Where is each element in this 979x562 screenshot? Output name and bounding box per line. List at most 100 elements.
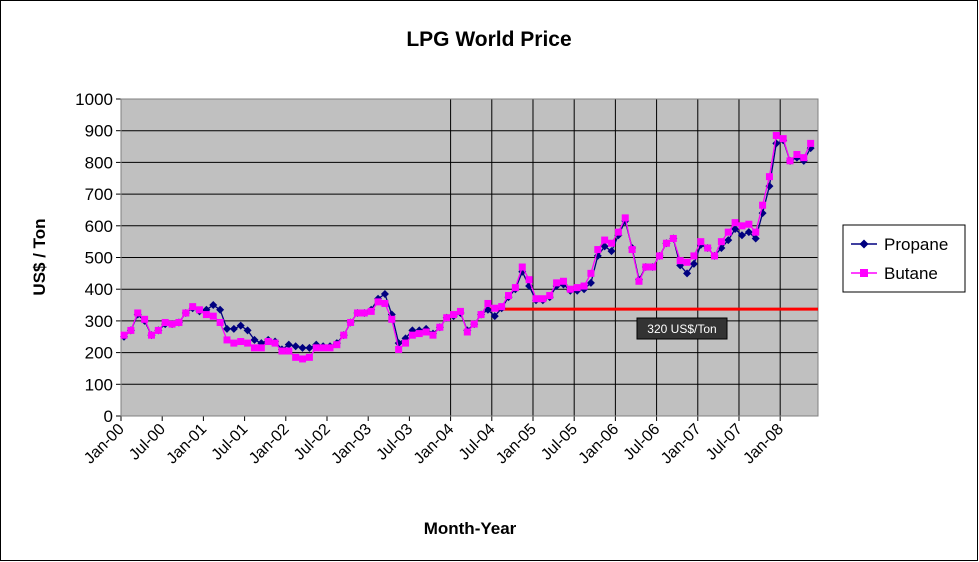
butane-point bbox=[511, 284, 519, 292]
butane-point bbox=[175, 318, 183, 326]
legend-box bbox=[842, 224, 966, 293]
butane-point bbox=[237, 338, 245, 346]
butane-point bbox=[292, 353, 300, 361]
y-tick-label: 800 bbox=[85, 153, 113, 172]
butane-point bbox=[312, 344, 320, 352]
butane-point bbox=[587, 269, 595, 277]
butane-point bbox=[566, 285, 574, 293]
butane-point bbox=[209, 312, 217, 320]
propane-point bbox=[298, 343, 307, 352]
butane-point bbox=[772, 131, 780, 139]
butane-point bbox=[518, 263, 526, 271]
propane-point bbox=[216, 305, 225, 314]
legend-propane-marker bbox=[859, 239, 869, 249]
y-axis-label: US$ / Ton bbox=[30, 218, 49, 295]
propane-point bbox=[737, 231, 746, 240]
propane-point bbox=[586, 278, 595, 287]
butane-point bbox=[498, 303, 506, 311]
reference-label: 320 US$/Ton bbox=[647, 322, 716, 336]
butane-point bbox=[649, 263, 657, 271]
butane-point bbox=[326, 344, 334, 352]
butane-point bbox=[182, 309, 190, 317]
propane-point bbox=[291, 342, 300, 351]
butane-point bbox=[669, 234, 677, 242]
butane-point bbox=[189, 303, 197, 311]
butane-point bbox=[800, 154, 808, 162]
butane-point bbox=[196, 306, 204, 314]
butane-point bbox=[786, 157, 794, 165]
butane-point bbox=[553, 279, 561, 287]
butane-point bbox=[594, 246, 602, 254]
butane-point bbox=[271, 339, 279, 347]
propane-point bbox=[751, 234, 760, 243]
butane-point bbox=[340, 331, 348, 339]
butane-point bbox=[559, 277, 567, 285]
butane-point bbox=[752, 228, 760, 236]
propane-point bbox=[305, 343, 314, 352]
butane-point bbox=[621, 214, 629, 222]
propane-point bbox=[490, 312, 499, 321]
butane-point bbox=[628, 246, 636, 254]
y-tick-label: 400 bbox=[85, 280, 113, 299]
butane-point bbox=[141, 315, 149, 323]
y-tick-label: 1000 bbox=[75, 90, 113, 109]
y-tick-label: 300 bbox=[85, 312, 113, 331]
butane-point bbox=[690, 252, 698, 260]
propane-point bbox=[683, 269, 692, 278]
legend-propane-label: Propane bbox=[884, 235, 948, 254]
butane-point bbox=[305, 353, 313, 361]
y-tick-label: 700 bbox=[85, 185, 113, 204]
butane-point bbox=[738, 222, 746, 230]
propane-point bbox=[600, 242, 609, 251]
butane-point bbox=[147, 331, 155, 339]
propane-point bbox=[607, 247, 616, 256]
butane-point bbox=[546, 292, 554, 300]
butane-point bbox=[573, 284, 581, 292]
butane-point bbox=[662, 239, 670, 247]
butane-point bbox=[429, 331, 437, 339]
butane-point bbox=[360, 309, 368, 317]
x-axis-label: Month-Year bbox=[424, 519, 517, 538]
butane-point bbox=[601, 236, 609, 244]
butane-point bbox=[223, 336, 231, 344]
chart-title: LPG World Price bbox=[406, 28, 571, 51]
butane-point bbox=[477, 311, 485, 319]
propane-point bbox=[744, 228, 753, 237]
butane-point bbox=[450, 311, 458, 319]
butane-point bbox=[422, 328, 430, 336]
butane-point bbox=[127, 326, 135, 334]
butane-point bbox=[347, 318, 355, 326]
butane-point bbox=[779, 135, 787, 143]
butane-point bbox=[395, 345, 403, 353]
butane-point bbox=[264, 338, 272, 346]
butane-point bbox=[443, 314, 451, 322]
reference-label-box bbox=[636, 317, 728, 340]
butane-point bbox=[608, 239, 616, 247]
propane-point bbox=[689, 259, 698, 268]
butane-point bbox=[745, 220, 753, 228]
butane-point bbox=[456, 307, 464, 315]
butane-point bbox=[697, 238, 705, 246]
y-tick-label: 200 bbox=[85, 344, 113, 363]
butane-point bbox=[374, 298, 382, 306]
y-tick-label: 500 bbox=[85, 249, 113, 268]
butane-point bbox=[299, 355, 307, 363]
butane-point bbox=[408, 331, 416, 339]
butane-point bbox=[807, 139, 815, 147]
butane-point bbox=[278, 347, 286, 355]
y-tick-label: 0 bbox=[104, 407, 113, 426]
butane-point bbox=[635, 277, 643, 285]
butane-point bbox=[580, 282, 588, 290]
butane-point bbox=[505, 292, 513, 300]
butane-point bbox=[704, 244, 712, 252]
butane-point bbox=[319, 344, 327, 352]
butane-point bbox=[120, 331, 128, 339]
butane-point bbox=[532, 295, 540, 303]
butane-point bbox=[436, 323, 444, 331]
y-tick-label: 600 bbox=[85, 217, 113, 236]
propane-point bbox=[380, 289, 389, 298]
butane-point bbox=[381, 299, 389, 307]
butane-point bbox=[415, 330, 423, 338]
butane-point bbox=[257, 344, 265, 352]
